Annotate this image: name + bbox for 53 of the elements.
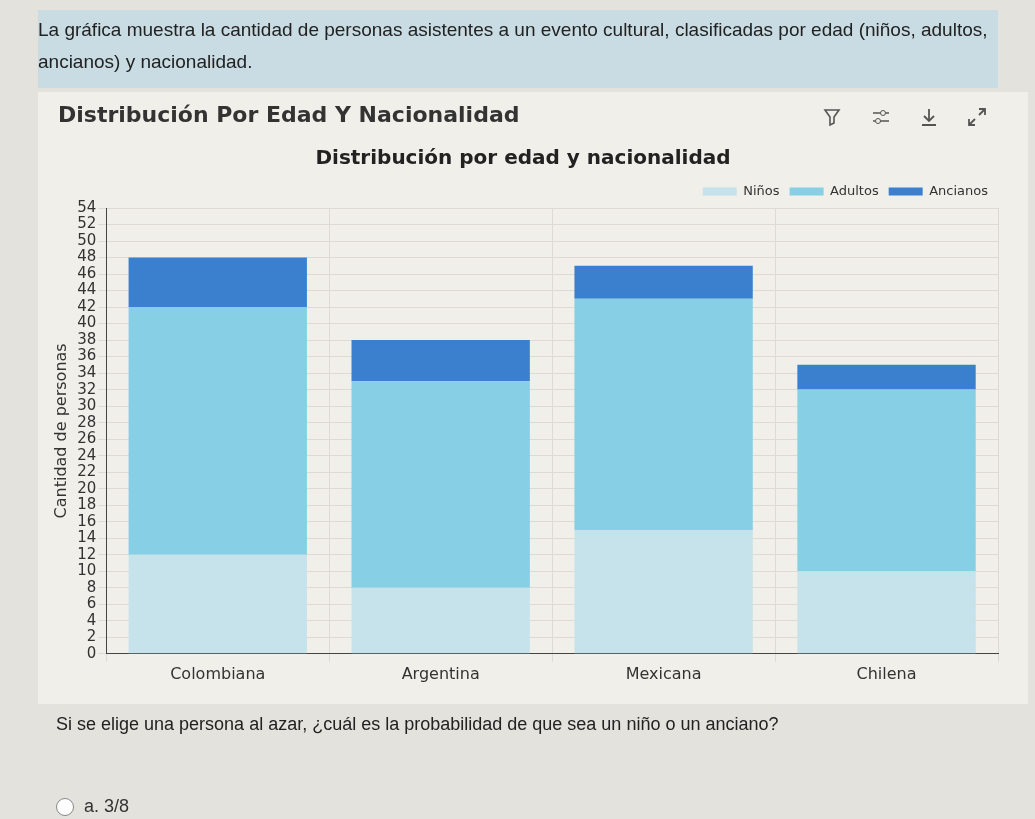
legend-label: Ancianos xyxy=(929,182,989,198)
y-tick-label: 10 xyxy=(77,561,97,580)
y-tick-label: 46 xyxy=(77,263,97,282)
y-tick-label: 34 xyxy=(77,363,97,381)
x-tick-label: Argentina xyxy=(401,663,480,683)
y-tick-label: 2 xyxy=(86,627,97,646)
y-tick-label: 14 xyxy=(77,528,97,547)
y-tick-label: 0 xyxy=(86,643,97,662)
bar xyxy=(797,389,976,572)
y-axis-title: Cantidad de personas xyxy=(50,343,70,519)
y-tick-label: 48 xyxy=(77,247,97,266)
y-tick-label: 26 xyxy=(77,429,97,448)
y-tick-label: 30 xyxy=(77,396,97,415)
y-tick-label: 36 xyxy=(77,346,97,365)
bar xyxy=(128,307,307,555)
bar xyxy=(128,257,307,308)
bar xyxy=(351,381,530,588)
y-tick-label: 38 xyxy=(77,329,97,348)
y-tick-label: 22 xyxy=(77,462,97,481)
bar xyxy=(797,364,976,390)
y-tick-label: 12 xyxy=(77,544,97,563)
y-tick-label: 8 xyxy=(86,577,97,596)
legend-label: Niños xyxy=(743,182,780,198)
bar xyxy=(351,587,530,654)
y-tick-label: 28 xyxy=(77,412,97,431)
bar xyxy=(797,571,976,654)
bar xyxy=(574,298,753,530)
x-tick-label: Mexicana xyxy=(625,663,702,683)
chart-title: Distribución Por Edad Y Nacionalidad xyxy=(58,102,520,127)
x-tick-label: Chilena xyxy=(856,663,917,683)
y-tick-label: 54 xyxy=(77,197,97,216)
y-tick-label: 52 xyxy=(77,214,97,233)
y-tick-label: 4 xyxy=(86,610,97,629)
y-tick-label: 42 xyxy=(77,296,97,315)
y-tick-label: 40 xyxy=(77,313,97,332)
y-tick-label: 16 xyxy=(77,511,97,530)
bar xyxy=(574,529,753,654)
y-tick-label: 50 xyxy=(77,230,97,249)
y-tick-label: 18 xyxy=(77,495,97,514)
y-tick-label: 32 xyxy=(77,379,97,398)
bar xyxy=(351,340,530,382)
x-tick-label: Colombiana xyxy=(170,663,266,683)
y-tick-label: 44 xyxy=(77,280,97,299)
y-tick-label: 6 xyxy=(86,594,97,613)
bar xyxy=(128,554,307,654)
text: a. 3/8 xyxy=(84,796,130,817)
text: Si se elige una persona al azar, ¿cuál es la probabilidad de que sea un niño o un anciano? xyxy=(56,714,779,735)
bar xyxy=(574,265,753,299)
text: La gráfica muestra la cantidad de personas asistentes a un evento cultural, clasificadas por edad (niños, adultos, ancianos) y nacionalidad. xyxy=(38,10,998,88)
legend-label: Adultos xyxy=(830,182,879,198)
chart-subtitle: Distribución por edad y nacionalidad xyxy=(315,145,731,170)
y-tick-label: 20 xyxy=(77,478,97,497)
y-tick-label: 24 xyxy=(77,445,97,464)
